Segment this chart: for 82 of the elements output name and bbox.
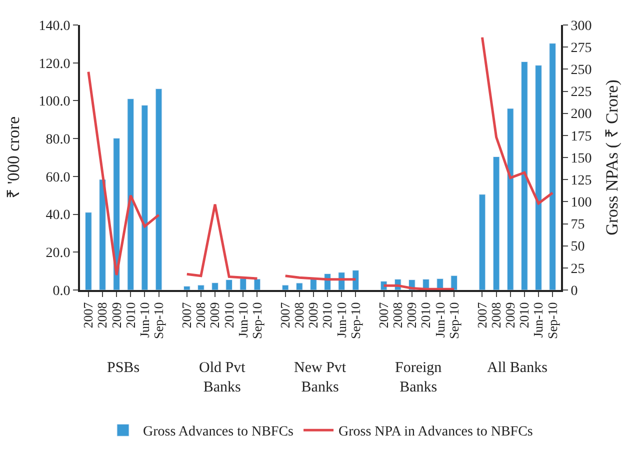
x-tick-label: Sep-10 bbox=[544, 302, 560, 340]
x-tick-label: 2008 bbox=[94, 302, 110, 328]
text: Foreign Banks bbox=[395, 360, 442, 396]
y2-tick-label: 75 bbox=[570, 218, 585, 233]
bar bbox=[141, 105, 148, 290]
bar bbox=[113, 138, 120, 290]
bar bbox=[85, 212, 92, 290]
y2-tick-label: 175 bbox=[570, 129, 592, 144]
y-axis-title: ₹ '000 crore bbox=[4, 116, 23, 198]
y2-axis-title: Gross NPAs ( ₹ Crore) bbox=[602, 80, 622, 236]
bar bbox=[352, 270, 360, 290]
y2-tick-label: 300 bbox=[570, 18, 592, 34]
bar bbox=[506, 108, 514, 290]
y2-tick-label: 250 bbox=[570, 63, 592, 78]
x-tick-label: Sep-10 bbox=[150, 302, 166, 340]
y2-tick-label: 225 bbox=[570, 85, 592, 100]
bar bbox=[155, 88, 162, 290]
x-tick-label: 2008 bbox=[292, 302, 307, 328]
y-tick-label: 100.0 bbox=[38, 94, 70, 110]
y-tick-label: 80.0 bbox=[46, 132, 70, 148]
bar bbox=[198, 284, 204, 290]
bar bbox=[212, 282, 218, 290]
y2-tick-label: 50 bbox=[570, 240, 585, 255]
bar bbox=[535, 65, 542, 290]
y-tick-label: 0.0 bbox=[52, 284, 70, 299]
y2-tick-label: 275 bbox=[570, 40, 592, 56]
x-tick-label: Sep-10 bbox=[446, 302, 462, 340]
x-tick-label: 2010 bbox=[221, 302, 236, 328]
legend-label: Gross Advances to NBFCs bbox=[143, 424, 294, 440]
x-tick-label: 2010 bbox=[418, 302, 434, 328]
bar bbox=[127, 98, 134, 290]
bar bbox=[99, 179, 106, 290]
y2-tick-label: 150 bbox=[570, 151, 592, 166]
bar bbox=[282, 284, 289, 290]
x-tick-label: 2007 bbox=[474, 302, 490, 328]
text: New Pvt Banks bbox=[294, 360, 347, 396]
x-tick-label: 2007 bbox=[80, 302, 96, 328]
x-tick-label: Jun-10 bbox=[530, 302, 546, 338]
x-tick-label: 2009 bbox=[404, 302, 420, 328]
bar bbox=[450, 275, 458, 290]
x-tick-label: 2008 bbox=[390, 302, 406, 328]
x-tick-label: 2009 bbox=[207, 302, 222, 328]
y2-tick-label: 25 bbox=[570, 262, 585, 277]
y2-tick-label: 125 bbox=[570, 173, 592, 188]
x-tick-label: Sep-10 bbox=[348, 302, 363, 340]
x-tick-label: 2010 bbox=[516, 302, 532, 328]
bar bbox=[226, 280, 232, 290]
bar bbox=[240, 278, 247, 290]
x-tick-label: 2007 bbox=[179, 302, 194, 328]
x-tick-label: 2009 bbox=[108, 302, 124, 328]
x-tick-label: Jun-10 bbox=[334, 302, 349, 338]
y2-tick-label: 200 bbox=[570, 107, 592, 122]
bar bbox=[254, 278, 261, 290]
text: Old Pvt Banks bbox=[199, 360, 246, 396]
bar bbox=[492, 156, 500, 290]
x-tick-label: 2008 bbox=[488, 302, 504, 328]
x-tick-label: 2007 bbox=[376, 302, 392, 328]
y2-tick-label: 0 bbox=[570, 284, 578, 299]
y-tick-label: 40.0 bbox=[46, 208, 70, 224]
x-tick-label: 2007 bbox=[278, 302, 293, 328]
bar bbox=[478, 194, 486, 290]
y2-tick-label: 100 bbox=[570, 196, 592, 211]
y-tick-label: 140.0 bbox=[38, 18, 70, 34]
legend-label: Gross NPA in Advances to NBFCs bbox=[338, 424, 533, 440]
text: All Banks bbox=[487, 360, 548, 376]
x-tick-label: Sep-10 bbox=[249, 302, 264, 340]
text: PSBs bbox=[107, 360, 140, 376]
x-tick-label: Jun-10 bbox=[235, 302, 250, 338]
y-tick-label: 120.0 bbox=[38, 56, 70, 72]
bar bbox=[183, 286, 190, 290]
x-tick-label: Jun-10 bbox=[136, 302, 152, 338]
bar bbox=[549, 43, 556, 290]
bar bbox=[296, 282, 303, 290]
x-tick-label: 2010 bbox=[122, 302, 138, 328]
x-tick-label: 2008 bbox=[193, 302, 208, 328]
x-tick-label: 2009 bbox=[306, 302, 321, 328]
y-tick-label: 20.0 bbox=[46, 246, 70, 262]
x-tick-label: 2009 bbox=[502, 302, 518, 328]
y-tick-label: 60.0 bbox=[46, 170, 70, 186]
bar bbox=[521, 61, 528, 290]
x-tick-label: Jun-10 bbox=[432, 302, 448, 338]
x-tick-label: 2010 bbox=[320, 302, 335, 328]
